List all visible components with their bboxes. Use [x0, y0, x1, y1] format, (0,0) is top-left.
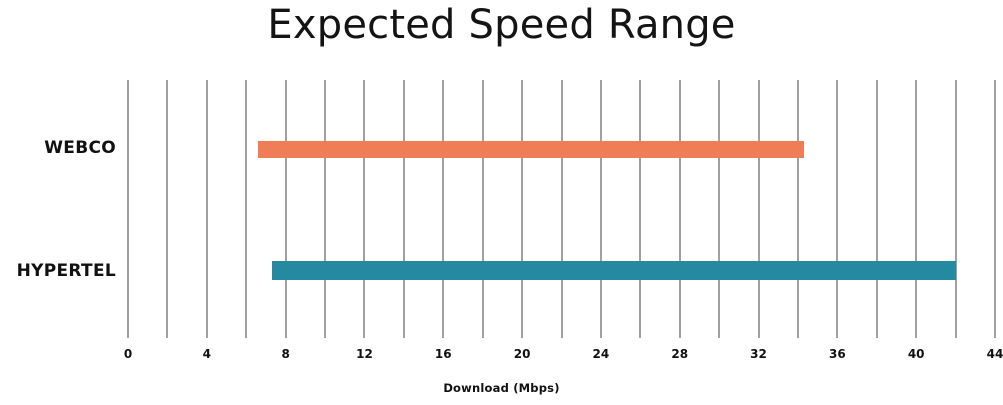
- gridline-26: [639, 80, 642, 338]
- bar-webco[interactable]: [258, 141, 804, 158]
- x-tick-label-44: 44: [986, 347, 1003, 361]
- gridline-4: [205, 80, 208, 338]
- chart-title: Expected Speed Range: [267, 2, 736, 48]
- gridline-20: [521, 80, 524, 338]
- x-axis-title: Download (Mbps): [443, 381, 560, 395]
- x-tick-label-8: 8: [281, 347, 290, 361]
- gridline-12: [363, 80, 366, 338]
- gridline-28: [678, 80, 681, 338]
- x-tick-label-40: 40: [907, 347, 925, 361]
- bar-hypertel[interactable]: [271, 261, 956, 280]
- gridline-16: [442, 80, 445, 338]
- category-label-webco: WEBCO: [44, 138, 116, 158]
- plot-area: [127, 80, 996, 338]
- gridline-40: [915, 80, 918, 338]
- gridline-0: [127, 80, 129, 338]
- gridline-44: [994, 80, 996, 338]
- x-tick-label-20: 20: [513, 347, 531, 361]
- gridline-10: [324, 80, 327, 338]
- gridline-30: [718, 80, 721, 338]
- gridline-32: [757, 80, 760, 338]
- x-tick-label-16: 16: [434, 347, 452, 361]
- gridline-6: [245, 80, 248, 338]
- x-tick-label-36: 36: [829, 347, 846, 361]
- x-tick-label-12: 12: [356, 347, 373, 361]
- gridline-8: [284, 80, 287, 338]
- x-tick-label-4: 4: [202, 347, 211, 361]
- gridline-42: [954, 80, 957, 338]
- x-tick-label-0: 0: [123, 347, 133, 361]
- x-tick-label-24: 24: [592, 347, 610, 361]
- gridline-24: [599, 80, 602, 338]
- gridline-22: [560, 80, 563, 338]
- gridline-36: [836, 80, 839, 338]
- gridline-14: [402, 80, 405, 338]
- x-tick-label-28: 28: [671, 347, 689, 361]
- gridline-34: [796, 80, 799, 338]
- gridline-18: [481, 80, 484, 338]
- category-label-hypertel: HYPERTEL: [16, 261, 116, 281]
- gridline-38: [875, 80, 878, 338]
- x-tick-label-32: 32: [750, 347, 767, 361]
- gridline-2: [166, 80, 169, 338]
